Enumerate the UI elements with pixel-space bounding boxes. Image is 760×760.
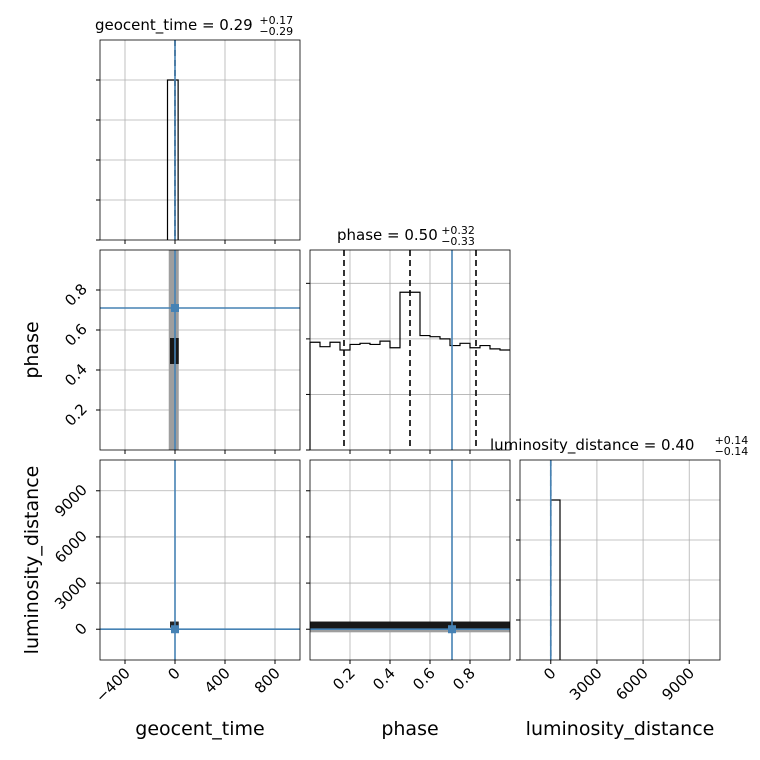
x-axis-label-luminosity_distance: luminosity_distance: [526, 718, 715, 740]
x-tick-label: 400: [201, 664, 234, 697]
title-name: luminosity_distance = 0.40: [490, 436, 694, 455]
histogram-phase: [309, 291, 510, 450]
title-phase: phase = 0.50: [337, 226, 438, 244]
y-tick-label: 0: [71, 619, 90, 638]
x-tick-label: 3000: [566, 664, 606, 704]
y-tick-label: 0.4: [61, 360, 91, 390]
y-tick-label: 6000: [51, 527, 91, 567]
density-core: [310, 621, 510, 629]
x-tick-label: 0.6: [409, 664, 439, 694]
panel-frame-phase: [309, 249, 511, 451]
panel-frame-pair: [99, 459, 301, 661]
y-axis-label-phase: phase: [21, 321, 43, 378]
x-tick-label: 800: [251, 664, 284, 697]
y-tick-label: 0.6: [61, 320, 91, 350]
panel-frame-pair: [309, 459, 511, 661]
y-tick-label: 3000: [51, 573, 91, 613]
y-tick-label: 0.2: [61, 400, 91, 430]
x-tick-label: 0.2: [329, 664, 359, 694]
panel-frame-pair: [99, 249, 301, 451]
title-name: geocent_time = 0.29: [95, 16, 253, 35]
title-luminosity_distance: luminosity_distance = 0.40: [490, 436, 694, 455]
truth-marker: [171, 625, 179, 634]
x-tick-label: 0.8: [449, 664, 479, 694]
x-tick-label: 0.4: [369, 664, 399, 694]
title-plus-error: +0.14: [715, 434, 749, 447]
panel-frame-geocent_time: [99, 39, 301, 241]
x-tick-label: 9000: [658, 664, 698, 704]
panel-frame-luminosity_distance: [519, 459, 721, 661]
title-name: phase = 0.50: [337, 226, 438, 244]
x-tick-label: 0: [540, 664, 559, 683]
title-plus-error: +0.17: [259, 14, 293, 27]
title-minus-error: −0.33: [441, 235, 475, 248]
title-minus-error: −0.29: [259, 25, 293, 38]
title-plus-error: +0.32: [441, 224, 475, 237]
y-tick-label: 9000: [51, 481, 91, 521]
x-tick-label: 6000: [612, 664, 652, 704]
truth-marker: [171, 304, 179, 312]
x-axis-label-phase: phase: [381, 718, 438, 740]
title-geocent_time: geocent_time = 0.29: [95, 16, 253, 35]
title-minus-error: −0.14: [715, 445, 749, 458]
x-axis-label-geocent_time: geocent_time: [135, 718, 264, 740]
x-tick-label: 0: [164, 664, 183, 683]
y-tick-label: 0.8: [61, 280, 91, 310]
y-axis-label-luminosity_distance: luminosity_distance: [21, 466, 43, 655]
x-tick-label: −400: [92, 664, 134, 706]
truth-marker: [448, 625, 456, 634]
